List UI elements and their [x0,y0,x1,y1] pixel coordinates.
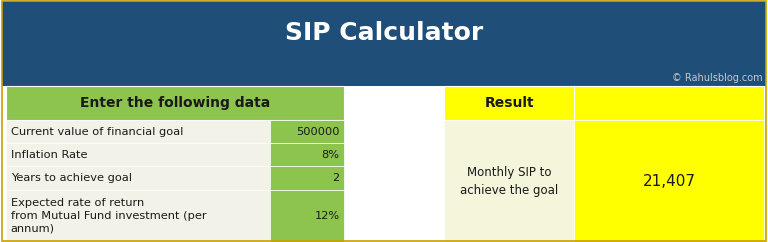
Text: Enter the following data: Enter the following data [80,96,270,110]
Text: 8%: 8% [322,150,339,160]
Text: Expected rate of return
from Mutual Fund investment (per
annum): Expected rate of return from Mutual Fund… [11,198,207,233]
FancyBboxPatch shape [6,166,270,189]
Text: 21,407: 21,407 [643,174,696,189]
FancyBboxPatch shape [444,120,574,242]
FancyBboxPatch shape [444,86,764,120]
Text: Years to achieve goal: Years to achieve goal [11,173,132,183]
Text: 500000: 500000 [296,127,339,137]
FancyBboxPatch shape [6,120,270,143]
FancyBboxPatch shape [270,120,344,143]
FancyBboxPatch shape [6,189,270,242]
FancyBboxPatch shape [270,143,344,166]
FancyBboxPatch shape [270,189,344,242]
Text: SIP Calculator: SIP Calculator [285,21,483,45]
FancyBboxPatch shape [574,120,764,242]
FancyBboxPatch shape [6,86,344,120]
Text: Inflation Rate: Inflation Rate [11,150,88,160]
FancyBboxPatch shape [2,1,766,86]
Text: Result: Result [485,96,534,110]
Text: © Rahulsblog.com: © Rahulsblog.com [672,74,763,83]
Text: 2: 2 [333,173,339,183]
Text: Monthly SIP to
achieve the goal: Monthly SIP to achieve the goal [460,166,558,197]
Text: 12%: 12% [314,211,339,221]
Text: Current value of financial goal: Current value of financial goal [11,127,183,137]
FancyBboxPatch shape [6,143,270,166]
FancyBboxPatch shape [270,166,344,189]
